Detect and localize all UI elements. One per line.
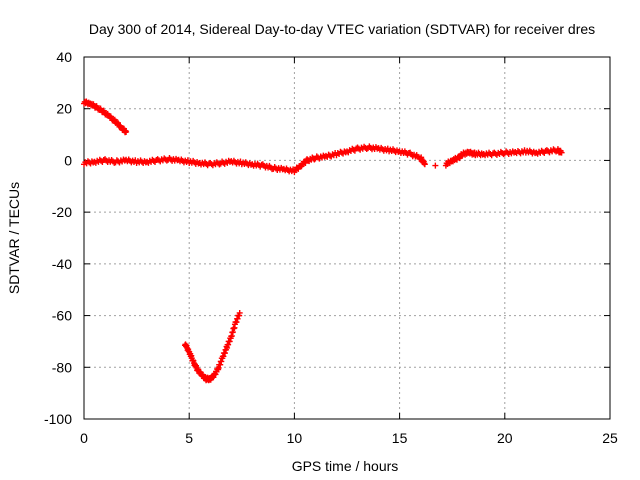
y-tick-label: 0 — [64, 152, 72, 168]
data-point — [123, 128, 130, 135]
series-segment-5 — [442, 146, 565, 169]
axes: 0 5 10 15 20 25 40 20 0 -20 -40 -60 -80 -100 — [44, 49, 618, 446]
x-tick-label: 20 — [497, 430, 513, 446]
x-tick-label: 25 — [602, 430, 618, 446]
data-point — [421, 161, 428, 168]
y-tick-label: 20 — [56, 101, 72, 117]
series-segment-2 — [81, 143, 428, 176]
series-segment-4 — [432, 162, 439, 169]
data-points — [81, 98, 565, 384]
data-point — [236, 309, 243, 316]
x-tick-label: 5 — [185, 430, 193, 446]
y-tick-label: -20 — [52, 204, 72, 220]
grid-lines — [84, 57, 610, 419]
data-point — [432, 162, 439, 169]
data-point — [311, 156, 318, 163]
series-segment-1 — [81, 98, 130, 136]
x-tick-label: 15 — [392, 430, 408, 446]
y-tick-label: 40 — [56, 49, 72, 65]
y-tick-label: -100 — [44, 411, 72, 427]
y-tick-label: -40 — [52, 256, 72, 272]
y-tick-label: -60 — [52, 308, 72, 324]
y-tick-label: -80 — [52, 359, 72, 375]
x-tick-label: 10 — [287, 430, 303, 446]
plot-frame — [83, 56, 611, 420]
x-axis-label: GPS time / hours — [292, 458, 399, 474]
y-axis-label: SDTVAR / TECUs — [6, 182, 22, 294]
x-tick-label: 0 — [80, 430, 88, 446]
chart-title: Day 300 of 2014, Sidereal Day-to-day VTE… — [89, 21, 595, 37]
data-point — [558, 149, 565, 156]
series-segment-3 — [181, 309, 243, 384]
